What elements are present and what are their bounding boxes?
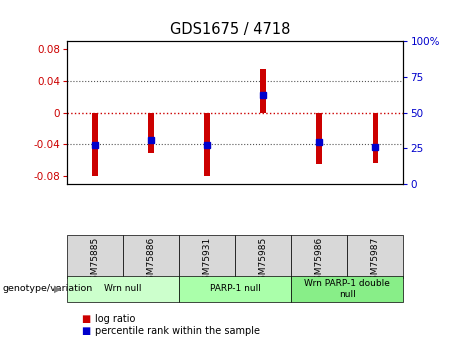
- Text: ■: ■: [81, 314, 90, 324]
- Bar: [179, 235, 235, 278]
- Text: GSM75885: GSM75885: [90, 237, 100, 286]
- Bar: [148, 112, 154, 153]
- Text: Wrn PARP-1 double
null: Wrn PARP-1 double null: [304, 279, 390, 299]
- Bar: [260, 69, 266, 112]
- Bar: [67, 235, 123, 278]
- Text: ■: ■: [81, 326, 90, 336]
- Bar: [204, 112, 210, 176]
- Text: GDS1675 / 4718: GDS1675 / 4718: [170, 22, 291, 37]
- Text: Wrn null: Wrn null: [104, 284, 142, 294]
- Text: GSM75931: GSM75931: [202, 237, 212, 286]
- Bar: [347, 235, 403, 278]
- Bar: [372, 112, 378, 163]
- Text: PARP-1 null: PARP-1 null: [210, 284, 260, 294]
- Text: GSM75985: GSM75985: [259, 237, 268, 286]
- Bar: [316, 112, 322, 164]
- Bar: [235, 235, 291, 278]
- Text: log ratio: log ratio: [95, 314, 136, 324]
- Bar: [291, 235, 347, 278]
- Text: ▶: ▶: [54, 284, 61, 294]
- Bar: [92, 112, 98, 176]
- Text: GSM75987: GSM75987: [371, 237, 380, 286]
- Text: GSM75886: GSM75886: [147, 237, 155, 286]
- Text: percentile rank within the sample: percentile rank within the sample: [95, 326, 260, 336]
- Bar: [67, 276, 179, 302]
- Bar: [179, 276, 291, 302]
- Bar: [123, 235, 179, 278]
- Text: GSM75986: GSM75986: [315, 237, 324, 286]
- Bar: [291, 276, 403, 302]
- Text: genotype/variation: genotype/variation: [2, 284, 93, 293]
